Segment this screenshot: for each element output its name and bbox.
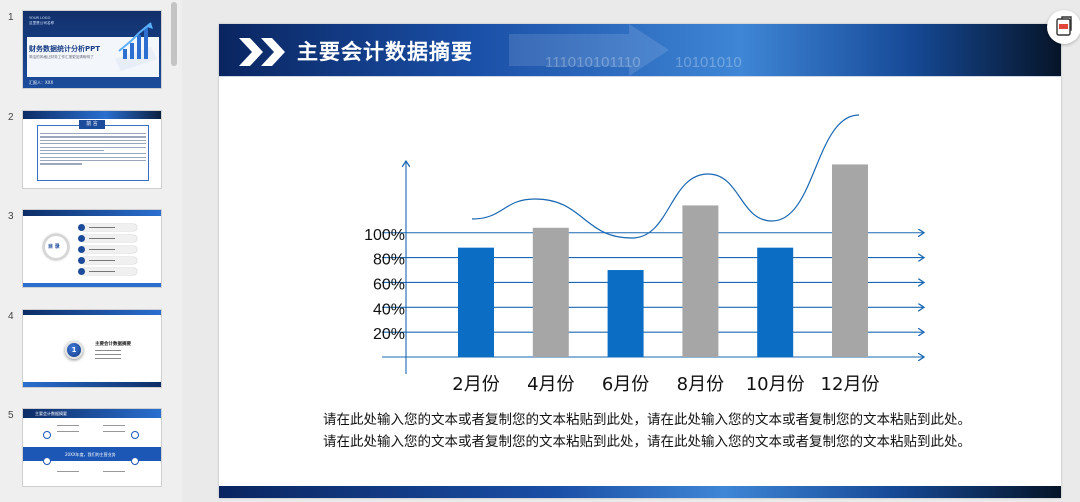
thumbnail-box-title: 前 言 (79, 120, 105, 129)
thumbnail-list-item (78, 224, 137, 231)
thumbnail-text-line (103, 425, 125, 426)
thumbnail-band-text: 20XX年度，我们的主营业务 (65, 451, 116, 457)
slide-thumbnail-2[interactable]: 前 言 (22, 110, 162, 189)
export-icon (1056, 16, 1072, 36)
export-button[interactable] (1047, 10, 1080, 44)
chart-bar (757, 247, 794, 357)
thumbnail-section-heading: 主要会计数据摘要 (95, 342, 131, 347)
thumbnail-number: 2 (8, 112, 14, 123)
trend-curve (471, 114, 860, 239)
chart-trend-curve (471, 114, 860, 239)
thumbnail-doc-icon (43, 457, 51, 465)
double-chevron-icon (239, 38, 285, 66)
thumbnail-text-lines (40, 133, 146, 167)
slide-thumbnail-1[interactable]: YOUR LOGO 这里是公司名称 财务数据统计分析PPT 简洁的风格让财务工作… (22, 10, 162, 89)
body-text-line: 请在此处输入您的文本或者复制您的文本粘贴到此处，请在此处输入您的文本或者复制您的… (323, 433, 971, 450)
slide-thumbnail-panel[interactable]: 1 YOUR LOGO 这里是公司名称 财务数据统计分析PPT 简洁的风格让财务… (0, 0, 182, 502)
thumbnail-title: 财务数据统计分析PPT (29, 45, 101, 53)
thumbnail-footer-bar (23, 382, 161, 387)
thumbnail-number: 1 (8, 12, 14, 23)
slide-footer-bar (219, 486, 1061, 498)
x-tick-label: 2月份 (452, 374, 499, 395)
thumbnail-text-line (103, 471, 125, 472)
thumbnail-logo-text: YOUR LOGO 这里是公司名称 (29, 16, 55, 25)
header-divider (219, 76, 1061, 77)
header-binary-watermark: 111010101110 (545, 54, 641, 71)
thumbnail-subtitle: 简洁的风格让财务工作汇报更加清晰明了 (29, 55, 94, 59)
slide-header-banner: 111010101110 10101010 主要会计数据摘要 (219, 24, 1061, 76)
slide-canvas[interactable]: 111010101110 10101010 主要会计数据摘要 2月份 4月份 6月份… (219, 24, 1061, 498)
thumbnail-text-line (103, 431, 125, 432)
slide-thumbnail-4[interactable]: 1 主要会计数据摘要 (22, 309, 162, 388)
chart-labels: 2月份 4月份 6月份 8月份 10月份 12月份 100% 80% 60% 40% 20% (364, 227, 879, 395)
y-tick-label: 20% (373, 326, 405, 343)
thumbnail-header-bar: 主要会计数据摘要 (23, 409, 161, 418)
chart-bar (832, 164, 868, 357)
thumbnail-header-bar (23, 310, 161, 315)
slide-body-text[interactable]: 请在此处输入您的文本或者复制您的文本粘贴到此处，请在此处输入您的文本或者复制您的… (323, 410, 1023, 453)
thumbnail-header-title: 主要会计数据摘要 (35, 410, 67, 416)
thumbnail-text-line (57, 471, 79, 472)
slide-title[interactable]: 主要会计数据摘要 (297, 40, 473, 64)
thumbnail-footer-bar (23, 283, 161, 287)
header-binary-watermark: 10101010 (675, 54, 742, 71)
thumbnail-text-line (95, 350, 121, 351)
slide-thumbnail-3[interactable]: 目 录 (22, 209, 162, 288)
thumbnail-number: 4 (8, 311, 14, 322)
x-tick-label: 10月份 (746, 374, 805, 395)
thumbnail-bulb-icon (43, 431, 51, 439)
thumbnail-tools-icon (131, 457, 139, 465)
thumbnail-text-line (95, 358, 121, 359)
body-text-line: 请在此处输入您的文本或者复制您的文本粘贴到此处，请在此处输入您的文本或者复制您的… (323, 412, 971, 428)
thumbnail-author: 汇报人：XXX (29, 80, 54, 85)
bar-chart[interactable]: 2月份 4月份 6月份 8月份 10月份 12月份 100% 80% 60% 40% 20% (219, 24, 1061, 498)
thumbnail-text-line (57, 431, 79, 432)
slide-thumbnail-5[interactable]: 主要会计数据摘要 20XX年度，我们的主营业务 (22, 408, 162, 487)
chart-illustration-icon (115, 22, 157, 71)
chart-bar (458, 247, 494, 357)
thumbnail-header-bar (23, 111, 161, 119)
y-tick-label: 80% (373, 252, 405, 269)
thumbnail-list-item (78, 235, 137, 242)
chart-bar (532, 227, 569, 357)
y-tick-label: 40% (373, 301, 405, 318)
thumbnail-text-line (95, 354, 121, 355)
thumbnail-header-bar (23, 210, 161, 216)
thumbnail-number: 5 (8, 410, 14, 421)
thumbnail-section-badge: 1 (65, 341, 83, 359)
thumbnail-search-icon (131, 431, 139, 439)
chart-bar (682, 205, 719, 357)
thumbnail-list-item (78, 246, 137, 253)
y-tick-label: 60% (373, 276, 405, 293)
x-tick-label: 6月份 (602, 374, 649, 395)
thumbnail-text-line (57, 425, 79, 426)
thumbnail-scrollbar[interactable] (171, 2, 177, 66)
thumbnail-list-item (78, 257, 137, 264)
y-tick-label: 100% (364, 227, 405, 244)
chart-bar (607, 270, 644, 357)
thumbnail-contents-circle: 目 录 (43, 234, 69, 260)
x-tick-label: 4月份 (527, 374, 574, 395)
thumbnail-list-item (78, 268, 137, 275)
x-tick-label: 12月份 (821, 374, 880, 395)
thumbnail-number: 3 (8, 211, 14, 222)
header-arrow-decoration (509, 24, 669, 76)
thumbnail-contents-label: 目 录 (48, 244, 60, 250)
thumbnail-blue-band: 20XX年度，我们的主营业务 (23, 447, 161, 461)
x-tick-label: 8月份 (677, 374, 724, 395)
chart-bars (458, 164, 868, 357)
